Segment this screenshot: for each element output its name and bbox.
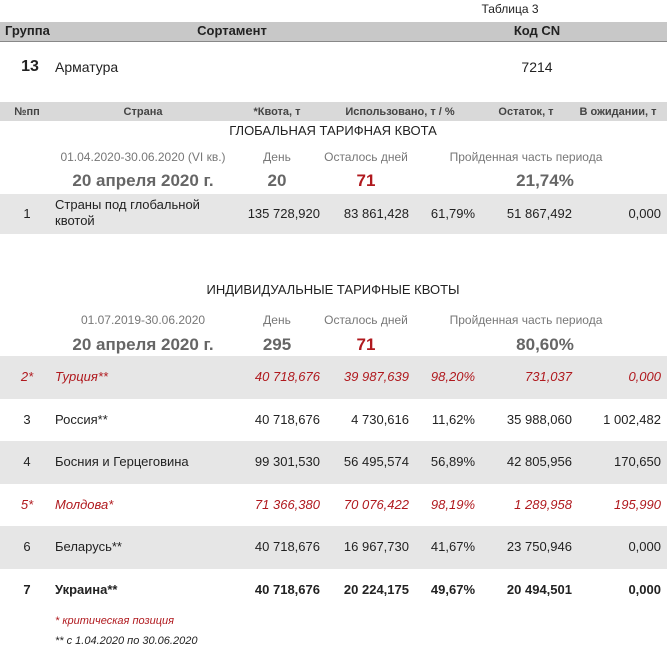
cell: 42 805,956 — [506, 454, 572, 469]
cell: 16 967,730 — [343, 539, 409, 554]
day-label: День — [263, 150, 291, 164]
column-header: Остаток, т — [498, 106, 554, 118]
cell: 49,67% — [430, 581, 475, 597]
day: 20 — [267, 171, 287, 190]
cell: 83 861,428 — [343, 206, 409, 221]
cell: Украина** — [55, 581, 118, 597]
note: ** с 1.04.2020 по 30.06.2020 — [55, 635, 198, 647]
columns-bar — [0, 102, 667, 121]
column-header: Страна — [123, 106, 163, 118]
cell: 2* — [20, 369, 34, 384]
remaining: 71 — [356, 171, 376, 190]
date: 20 апреля 2020 г. — [72, 171, 214, 190]
passed-label: Пройденная часть периода — [449, 313, 603, 327]
header-cell: Сортамент — [197, 23, 267, 38]
group-number: 13 — [21, 58, 39, 75]
cell: 1 — [23, 206, 31, 221]
cell: 40 718,676 — [254, 539, 320, 554]
passed: 21,74% — [516, 171, 574, 190]
cell: 0,000 — [628, 539, 661, 554]
group-name: Арматура — [55, 59, 119, 75]
section-title: ИНДИВИДУАЛЬНЫЕ ТАРИФНЫЕ КВОТЫ — [206, 282, 460, 297]
table-label: Таблица 3 — [481, 2, 539, 16]
row-background — [0, 194, 667, 234]
cell: Страны под глобальной квотой — [55, 197, 200, 228]
cell: 40 718,676 — [254, 411, 320, 427]
cell: 6 — [23, 539, 31, 554]
note: * критическая позиция — [55, 615, 175, 627]
cell: 170,650 — [614, 454, 661, 469]
cell: 11,62% — [431, 411, 475, 427]
cell: 35 988,060 — [506, 411, 572, 427]
row-background — [0, 526, 667, 569]
period: 01.07.2019-30.06.2020 — [80, 313, 206, 327]
cell: 40 718,676 — [254, 581, 320, 597]
remaining-label: Осталось дней — [324, 150, 408, 164]
cell: 56 495,574 — [343, 454, 409, 469]
cell: 5* — [20, 496, 34, 512]
header-cell: Группа — [5, 23, 50, 38]
cell: 195,990 — [614, 496, 661, 512]
cell: Турция** — [55, 369, 108, 384]
column-header: Использовано, т / % — [345, 106, 455, 118]
cell: 23 750,946 — [506, 539, 572, 554]
cell: 41,67% — [430, 539, 475, 554]
cell: 0,000 — [628, 206, 661, 221]
cell: 20 224,175 — [343, 581, 409, 597]
cell: 56,89% — [430, 454, 475, 469]
cell: 4 730,616 — [351, 411, 409, 427]
cell: 99 301,530 — [254, 454, 320, 469]
cell: 135 728,920 — [247, 206, 320, 221]
cell: 20 494,501 — [506, 581, 572, 597]
passed-label: Пройденная часть периода — [449, 150, 603, 164]
column-header: №пп — [14, 106, 40, 118]
group-code: 7214 — [521, 59, 553, 75]
cell: 70 076,422 — [343, 496, 409, 512]
cell: 98,19% — [430, 496, 475, 512]
day: 295 — [262, 335, 292, 354]
section-title: ГЛОБАЛЬНАЯ ТАРИФНАЯ КВОТА — [229, 123, 437, 138]
cell: 71 366,380 — [254, 496, 320, 512]
cell: 39 987,639 — [343, 369, 409, 384]
header-bar — [0, 22, 667, 42]
column-header: *Квота, т — [253, 106, 301, 118]
remaining: 71 — [356, 335, 376, 354]
cell: 1 289,958 — [514, 496, 572, 512]
day-label: День — [263, 313, 291, 327]
cell: 0,000 — [628, 581, 661, 597]
cell: 4 — [23, 454, 31, 469]
header-cell: Код CN — [513, 23, 561, 38]
column-header: В ожидании, т — [579, 106, 657, 118]
date: 20 апреля 2020 г. — [72, 335, 214, 354]
cell: 3 — [23, 411, 31, 427]
cell: Молдова* — [55, 496, 114, 512]
cell: 731,037 — [525, 369, 572, 384]
cell: 40 718,676 — [254, 369, 320, 384]
period: 01.04.2020-30.06.2020 (VI кв.) — [60, 150, 226, 164]
cell: Россия** — [55, 411, 108, 427]
cell: 1 002,482 — [603, 411, 661, 427]
cell: 0,000 — [628, 369, 661, 384]
passed: 80,60% — [516, 335, 574, 354]
cell: Босния и Герцеговина — [55, 454, 189, 469]
cell: 7 — [23, 581, 31, 597]
row-background — [0, 356, 667, 399]
cell: 98,20% — [430, 369, 475, 384]
cell: 61,79% — [430, 206, 475, 221]
cell: 51 867,492 — [506, 206, 572, 221]
row-background — [0, 441, 667, 484]
cell: Беларусь** — [55, 539, 122, 554]
remaining-label: Осталось дней — [324, 313, 408, 327]
